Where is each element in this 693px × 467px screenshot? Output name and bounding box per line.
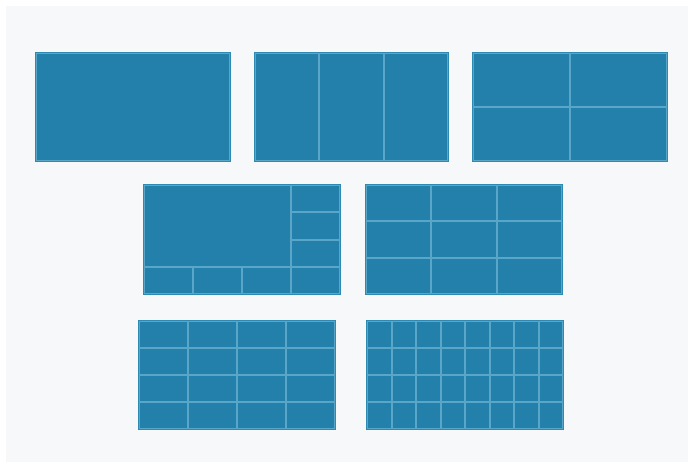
layout-cell bbox=[570, 107, 667, 161]
layout-cell bbox=[539, 321, 563, 348]
layout-cell bbox=[431, 258, 497, 294]
layout-cell bbox=[291, 240, 340, 267]
layout-cell bbox=[139, 321, 188, 348]
layout-cell bbox=[139, 348, 188, 375]
layout-option-four-by-four[interactable] bbox=[138, 320, 336, 430]
layout-cell bbox=[367, 402, 392, 429]
layout-cell bbox=[237, 321, 286, 348]
layout-cell bbox=[416, 321, 441, 348]
layout-cell bbox=[188, 321, 237, 348]
layout-cell bbox=[392, 348, 416, 375]
layout-cell bbox=[286, 402, 335, 429]
layout-cell bbox=[193, 267, 242, 294]
layout-cell bbox=[490, 348, 514, 375]
layout-cell bbox=[441, 321, 465, 348]
layout-cell bbox=[291, 267, 340, 294]
layout-cell bbox=[255, 53, 319, 161]
layout-cell bbox=[392, 321, 416, 348]
layout-cell bbox=[392, 375, 416, 402]
layout-cell bbox=[291, 185, 340, 212]
layout-cell bbox=[242, 267, 291, 294]
layout-cell bbox=[36, 53, 230, 161]
layout-cell bbox=[416, 348, 441, 375]
layout-option-eight-by-four[interactable] bbox=[366, 320, 564, 430]
layout-cell bbox=[497, 185, 562, 221]
layout-cell bbox=[144, 185, 291, 267]
layout-cell bbox=[291, 212, 340, 240]
layout-cell bbox=[237, 375, 286, 402]
layout-cell bbox=[139, 375, 188, 402]
layout-option-one-plus-seven[interactable] bbox=[143, 184, 341, 295]
layout-cell bbox=[416, 375, 441, 402]
layout-cell bbox=[465, 375, 490, 402]
layout-option-single[interactable] bbox=[35, 52, 231, 162]
layout-option-two-by-two[interactable] bbox=[472, 52, 668, 162]
layout-cell bbox=[441, 375, 465, 402]
layout-cell bbox=[286, 321, 335, 348]
layout-cell bbox=[473, 53, 570, 107]
layout-cell bbox=[465, 321, 490, 348]
layout-cell bbox=[514, 321, 539, 348]
layout-cell bbox=[490, 321, 514, 348]
layout-cell bbox=[539, 348, 563, 375]
layout-cell bbox=[441, 402, 465, 429]
layout-picker-canvas bbox=[6, 6, 688, 462]
layout-cell bbox=[366, 185, 431, 221]
layout-cell bbox=[441, 348, 465, 375]
layout-cell bbox=[539, 375, 563, 402]
layout-cell bbox=[416, 402, 441, 429]
layout-cell bbox=[514, 375, 539, 402]
layout-cell bbox=[188, 402, 237, 429]
layout-cell bbox=[497, 221, 562, 258]
layout-cell bbox=[188, 375, 237, 402]
layout-cell bbox=[473, 107, 570, 161]
layout-cell bbox=[539, 402, 563, 429]
layout-cell bbox=[286, 348, 335, 375]
layout-cell bbox=[514, 348, 539, 375]
layout-option-three-by-three[interactable] bbox=[365, 184, 563, 295]
layout-cell bbox=[514, 402, 539, 429]
layout-cell bbox=[465, 348, 490, 375]
layout-cell bbox=[392, 402, 416, 429]
layout-option-three-columns[interactable] bbox=[254, 52, 449, 162]
layout-cell bbox=[286, 375, 335, 402]
layout-cell bbox=[366, 221, 431, 258]
layout-cell bbox=[384, 53, 448, 161]
layout-cell bbox=[367, 321, 392, 348]
layout-cell bbox=[188, 348, 237, 375]
layout-cell bbox=[237, 402, 286, 429]
layout-cell bbox=[144, 267, 193, 294]
layout-cell bbox=[431, 185, 497, 221]
layout-cell bbox=[139, 402, 188, 429]
layout-cell bbox=[490, 375, 514, 402]
layout-cell bbox=[465, 402, 490, 429]
layout-cell bbox=[431, 221, 497, 258]
layout-cell bbox=[237, 348, 286, 375]
layout-cell bbox=[490, 402, 514, 429]
layout-cell bbox=[367, 375, 392, 402]
layout-cell bbox=[497, 258, 562, 294]
layout-cell bbox=[367, 348, 392, 375]
layout-cell bbox=[366, 258, 431, 294]
layout-cell bbox=[319, 53, 384, 161]
layout-cell bbox=[570, 53, 667, 107]
